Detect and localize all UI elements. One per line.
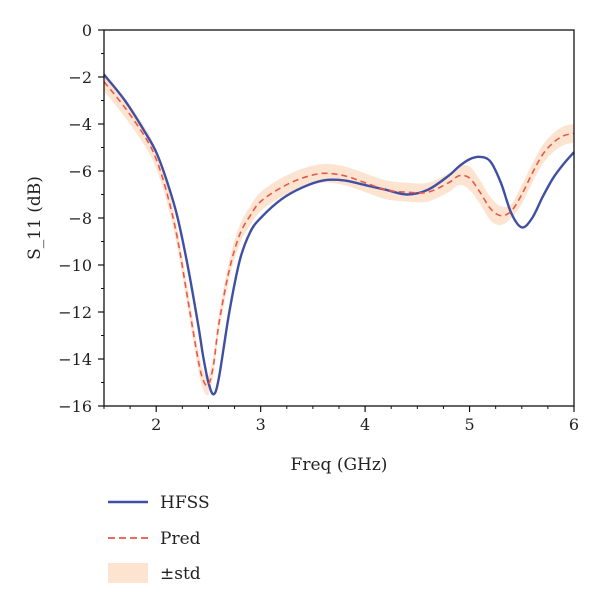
- series-line-pred: [103, 81, 575, 387]
- x-tick-label: 2: [151, 415, 161, 434]
- y-tick-label: −12: [58, 303, 92, 322]
- legend-label-std: ±std: [160, 564, 201, 584]
- y-tick-label: −4: [68, 115, 92, 134]
- std-band-layer: [104, 72, 574, 396]
- y-tick-label: 0: [82, 21, 92, 40]
- legend: HFSS Pred ±std: [108, 493, 210, 584]
- x-tick-label: 3: [256, 415, 266, 434]
- series-line-hfss: [103, 73, 575, 396]
- y-tick-label: −2: [68, 68, 92, 87]
- series-line-layer: [103, 73, 575, 396]
- legend-label-pred: Pred: [160, 529, 201, 549]
- y-tick-label: −6: [68, 162, 92, 181]
- legend-label-hfss: HFSS: [160, 493, 210, 513]
- y-tick-label: −14: [58, 350, 92, 369]
- x-tick-label: 6: [569, 415, 579, 434]
- x-tick-label: 4: [360, 415, 370, 434]
- y-axis-title: S_11 (dB): [25, 176, 45, 260]
- x-axis-title: Freq (GHz): [291, 455, 388, 475]
- x-tick-label: 5: [464, 415, 474, 434]
- std-band: [104, 72, 574, 396]
- y-tick-label: −16: [58, 397, 92, 416]
- axis-ticks: 2 3 4 5 6 0 −2 −4 −6 −8 −10 −12 −14 −16: [58, 21, 579, 434]
- y-tick-label: −10: [58, 256, 92, 275]
- y-tick-label: −8: [68, 209, 92, 228]
- legend-swatch-std: [108, 563, 148, 583]
